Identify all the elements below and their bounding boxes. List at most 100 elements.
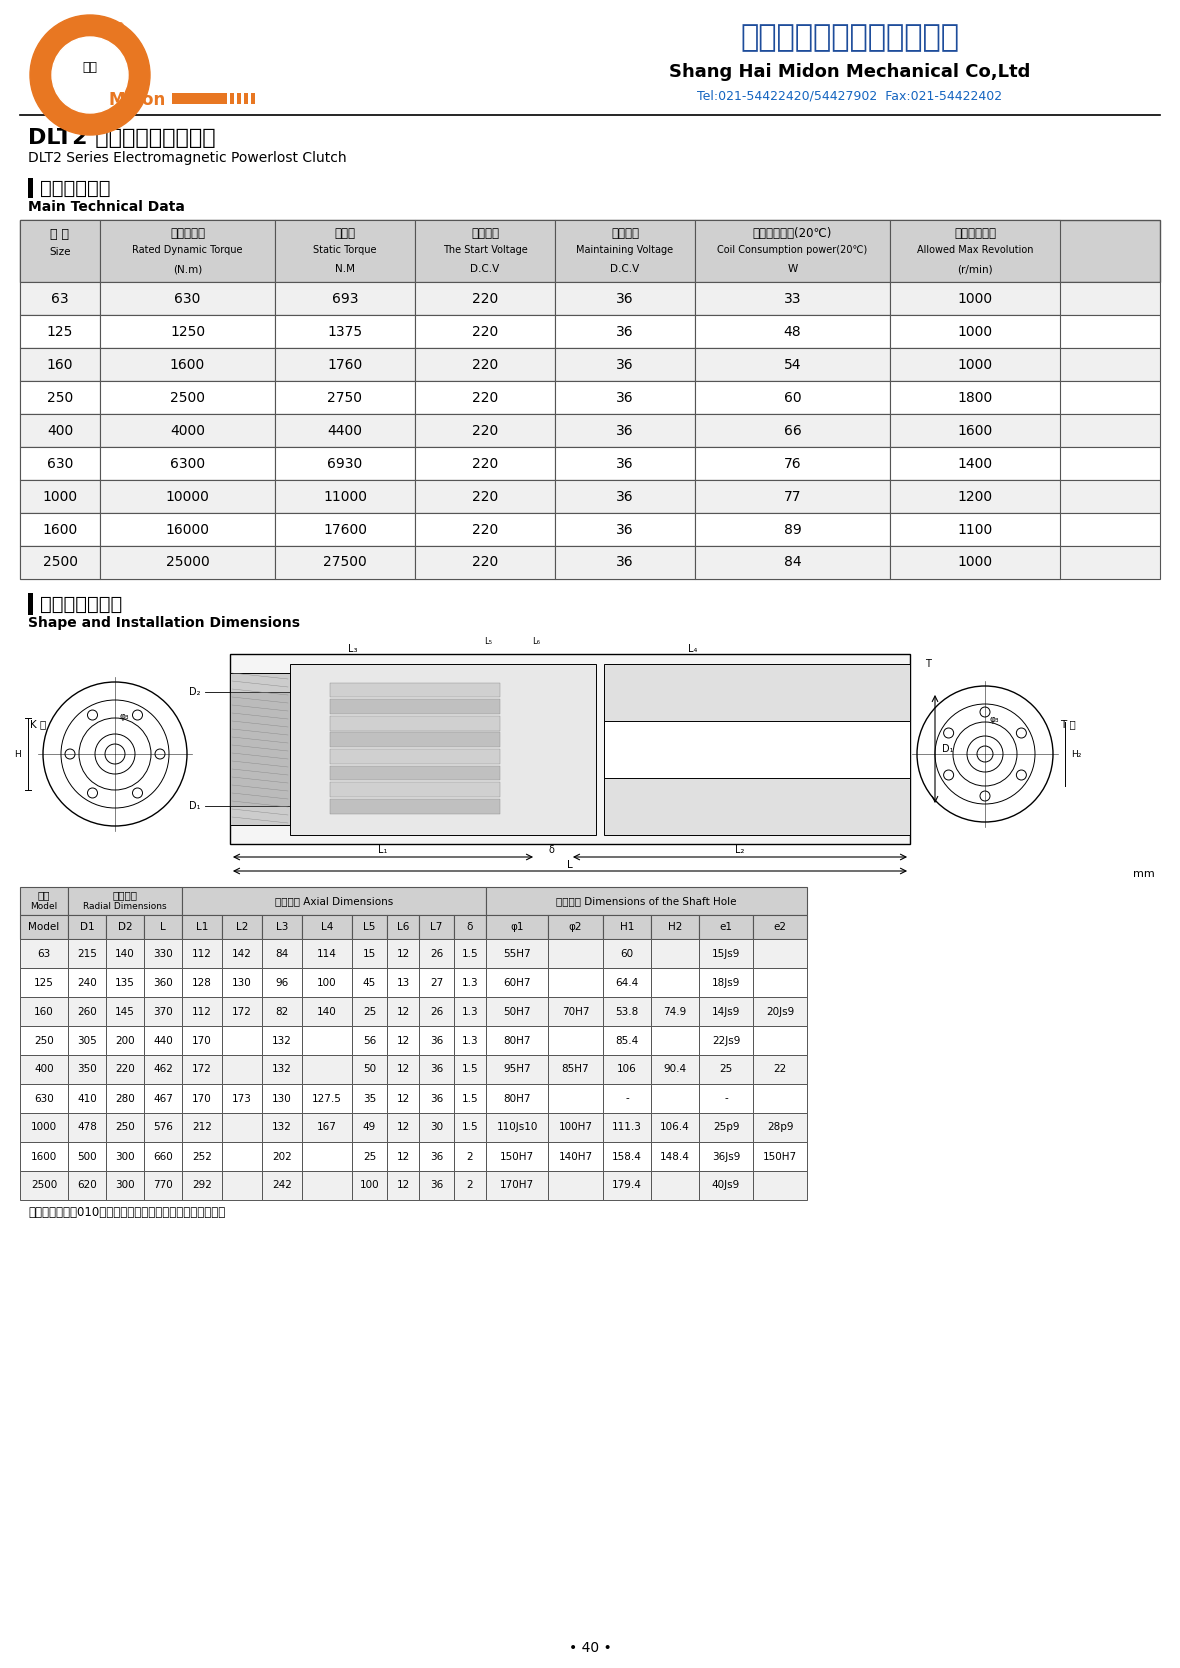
Bar [20,414,100,447]
Bar [20,1084,68,1113]
Text: 127.5: 127.5 [312,1094,342,1104]
Bar [68,1171,106,1199]
Bar [330,749,500,764]
Text: 200: 200 [116,1036,135,1046]
Text: 6930: 6930 [327,457,362,470]
Text: 2500: 2500 [31,1181,57,1191]
Bar [20,220,100,282]
Bar [106,916,144,939]
Text: 12: 12 [396,1123,409,1133]
Text: 1.5: 1.5 [461,1064,478,1074]
Bar [106,1054,144,1084]
Text: 2: 2 [466,1151,473,1161]
Bar [262,916,302,939]
Bar [230,93,234,103]
Text: Size: Size [50,247,71,257]
Bar [100,220,275,282]
Text: 128: 128 [192,977,212,987]
Bar [419,1143,454,1171]
Text: 36: 36 [430,1036,444,1046]
Text: L3: L3 [276,922,288,932]
Text: 212: 212 [192,1123,212,1133]
Bar [106,1171,144,1199]
Text: -: - [625,1094,629,1104]
Bar [753,997,807,1026]
Text: 2500: 2500 [170,390,205,405]
Bar [330,682,500,697]
Bar [244,93,248,103]
Bar [695,545,890,579]
Text: 18Js9: 18Js9 [712,977,740,987]
Bar [699,1171,753,1199]
Bar [352,967,387,997]
Bar [695,514,890,545]
Bar [603,1054,651,1084]
Bar [144,939,182,967]
Bar [172,93,227,103]
Bar [603,1171,651,1199]
Text: 30: 30 [430,1123,442,1133]
Text: 35: 35 [363,1094,376,1104]
Text: 36: 36 [616,357,634,372]
Text: 36: 36 [616,489,634,504]
Text: 84: 84 [784,555,801,569]
Text: L5: L5 [363,922,375,932]
Bar [753,916,807,939]
Text: 630: 630 [34,1094,54,1104]
Bar [20,282,100,315]
Bar [28,178,33,198]
Bar [890,447,1060,480]
Text: 1400: 1400 [957,457,992,470]
Bar [753,967,807,997]
Bar [144,916,182,939]
Text: 36: 36 [616,424,634,437]
Bar [486,1143,548,1171]
Bar [20,1143,68,1171]
Text: φ₃: φ₃ [990,714,999,724]
Text: 220: 220 [472,457,498,470]
Bar [548,916,603,939]
Bar [352,1171,387,1199]
Bar [182,967,222,997]
Bar [20,1054,68,1084]
Bar [699,916,753,939]
Bar [20,380,100,414]
Bar [555,414,695,447]
Bar [890,282,1060,315]
Text: 1000: 1000 [957,325,992,339]
Text: 330: 330 [153,949,173,959]
Bar [603,1143,651,1171]
Text: 125: 125 [34,977,54,987]
Bar [548,967,603,997]
Text: 静力矩: 静力矩 [334,227,355,240]
Bar [699,1113,753,1143]
Bar [100,480,275,514]
Bar [651,939,699,967]
Bar [415,282,555,315]
Bar [415,349,555,380]
Text: 60H7: 60H7 [503,977,531,987]
Text: 4000: 4000 [170,424,205,437]
Bar [486,1171,548,1199]
Bar [182,939,222,967]
Text: 规 格: 规 格 [51,227,70,240]
Text: 74.9: 74.9 [663,1006,687,1016]
Text: 36: 36 [616,325,634,339]
Text: 82: 82 [275,1006,289,1016]
Bar [100,414,275,447]
Text: 620: 620 [77,1181,97,1191]
Text: 2500: 2500 [42,555,78,569]
Bar [419,1026,454,1054]
Text: 1.3: 1.3 [461,1036,478,1046]
Text: 27: 27 [430,977,444,987]
Text: D2: D2 [118,922,132,932]
Bar [302,1054,352,1084]
Text: e2: e2 [774,922,787,932]
Text: 25000: 25000 [165,555,209,569]
Bar [890,349,1060,380]
Text: 12: 12 [396,1151,409,1161]
Bar [486,997,548,1026]
Bar [68,1143,106,1171]
Text: L₅: L₅ [485,637,492,647]
Bar [20,967,68,997]
